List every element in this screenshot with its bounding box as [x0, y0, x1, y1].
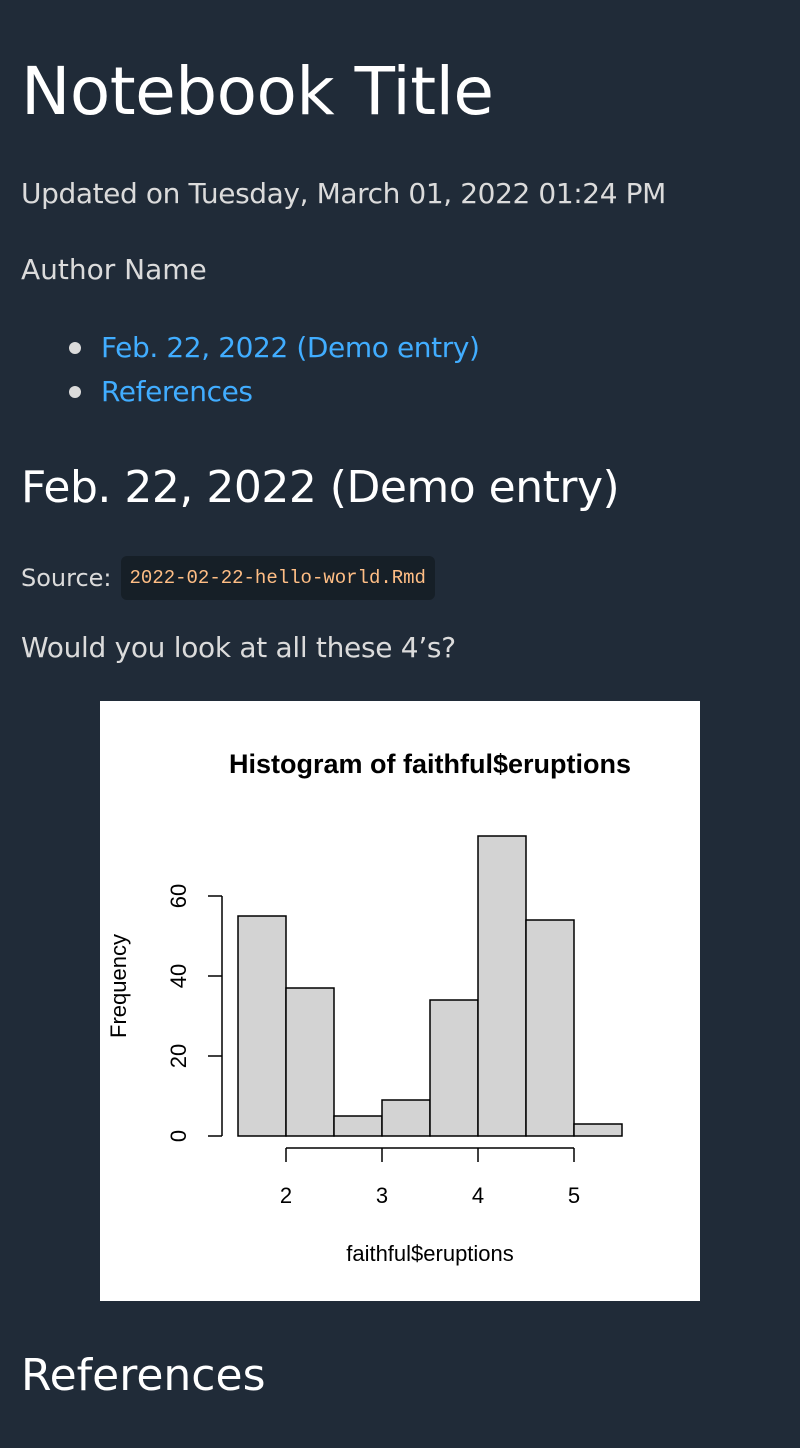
y-axis-label: Frequency [106, 934, 131, 1038]
histogram-bar [477, 835, 527, 1137]
page-title: Notebook Title [21, 53, 494, 130]
table-of-contents: Feb. 22, 2022 (Demo entry) References [21, 326, 480, 414]
y-tick-label: 20 [166, 1044, 191, 1068]
chart-title: Histogram of faithful$eruptions [229, 749, 631, 779]
entry-paragraph: Would you look at all these 4’s? [21, 631, 456, 664]
y-tick-label: 40 [166, 964, 191, 988]
toc-item: References [69, 370, 480, 414]
y-tick-label: 0 [166, 1130, 191, 1142]
y-tick-label: 60 [166, 884, 191, 908]
histogram-bar [333, 1115, 383, 1137]
author-name: Author Name [21, 253, 207, 286]
histogram-bar [285, 987, 335, 1137]
source-line: Source: 2022-02-22-hello-world.Rmd [21, 556, 435, 600]
x-axis-label: faithful$eruptions [346, 1241, 514, 1266]
x-tick-label: 4 [472, 1183, 484, 1208]
toc-link-demo-entry[interactable]: Feb. 22, 2022 (Demo entry) [101, 331, 480, 364]
histogram-chart: Histogram of faithful$eruptions 2 3 4 5 0 20 40… [106, 749, 631, 1266]
entry-heading: Feb. 22, 2022 (Demo entry) [21, 462, 620, 513]
source-label: Source: [21, 564, 112, 592]
histogram-bar [381, 1099, 431, 1137]
toc-item: Feb. 22, 2022 (Demo entry) [69, 326, 480, 370]
source-file-code: 2022-02-22-hello-world.Rmd [120, 556, 435, 600]
histogram-figure: Histogram of faithful$eruptions 2 3 4 5 0 20 40… [100, 701, 700, 1301]
histogram-bar [429, 999, 479, 1137]
histogram-bar [237, 915, 287, 1137]
x-tick-label: 5 [568, 1183, 580, 1208]
references-heading: References [21, 1350, 266, 1401]
x-tick-label: 3 [376, 1183, 388, 1208]
toc-link-references[interactable]: References [101, 375, 253, 408]
histogram-bar [525, 919, 575, 1137]
histogram-bar [573, 1123, 623, 1137]
x-tick-label: 2 [280, 1183, 292, 1208]
updated-timestamp: Updated on Tuesday, March 01, 2022 01:24… [21, 177, 666, 210]
